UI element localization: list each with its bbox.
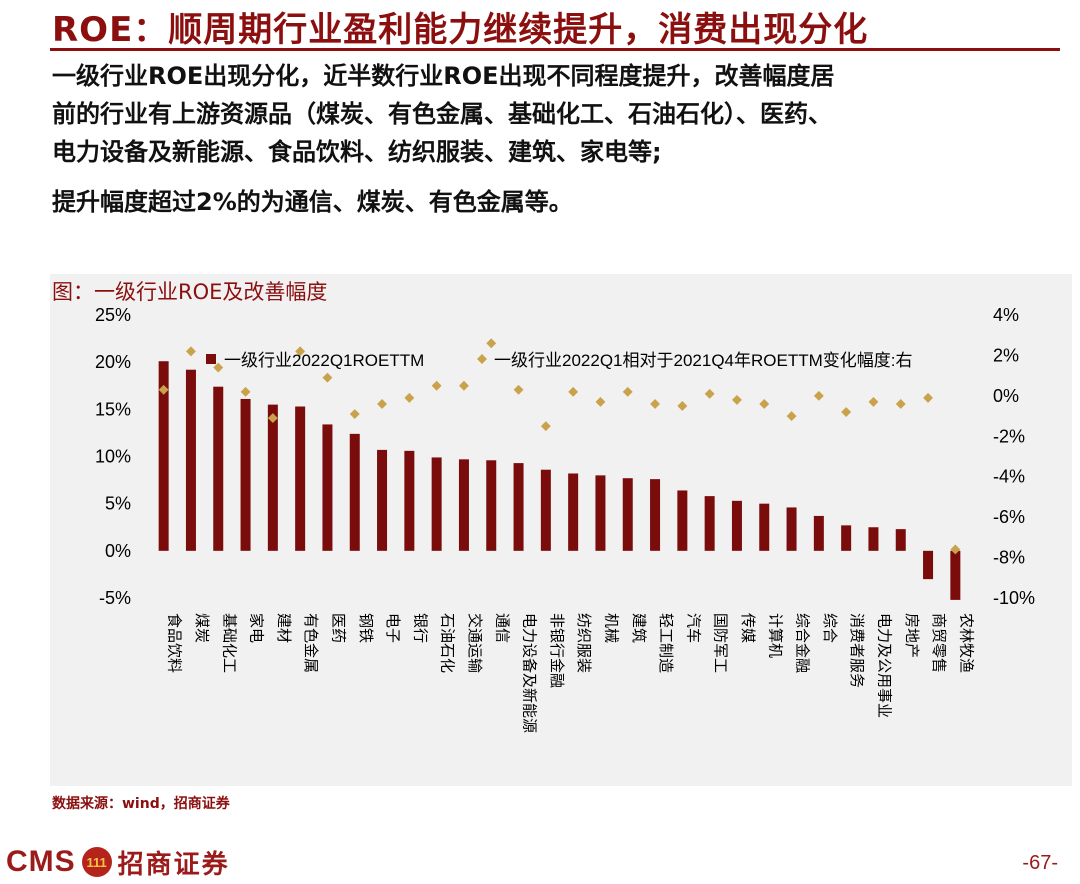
logo-badge-icon: 111: [81, 847, 112, 877]
slide-title: ROE：顺周期行业盈利能力继续提升，消费出现分化: [52, 10, 869, 50]
title-divider: [50, 48, 1060, 51]
paragraph-line-2: 前的行业有上游资源品（煤炭、有色金属、基础化工、石油石化）、医药、: [52, 100, 832, 128]
paragraph-line-3: 电力设备及新能源、食品饮料、纺织服装、建筑、家电等;: [52, 138, 662, 166]
data-source: 数据来源：wind，招商证券: [52, 796, 230, 812]
paragraph-line-1: 一级行业ROE出现分化，近半数行业ROE出现不同程度提升，改善幅度居: [52, 62, 835, 90]
cms-logo: CMS 111 招商证券: [6, 842, 230, 882]
logo-chinese-name: 招商证券: [117, 849, 230, 880]
chart-title: 图：一级行业ROE及改善幅度: [52, 280, 328, 304]
page-number: -67-: [1022, 852, 1058, 874]
logo-text: CMS: [6, 845, 76, 878]
paragraph-line-4: 提升幅度超过2%的为通信、煤炭、有色金属等。: [52, 188, 573, 216]
chart-panel: [50, 274, 1072, 786]
